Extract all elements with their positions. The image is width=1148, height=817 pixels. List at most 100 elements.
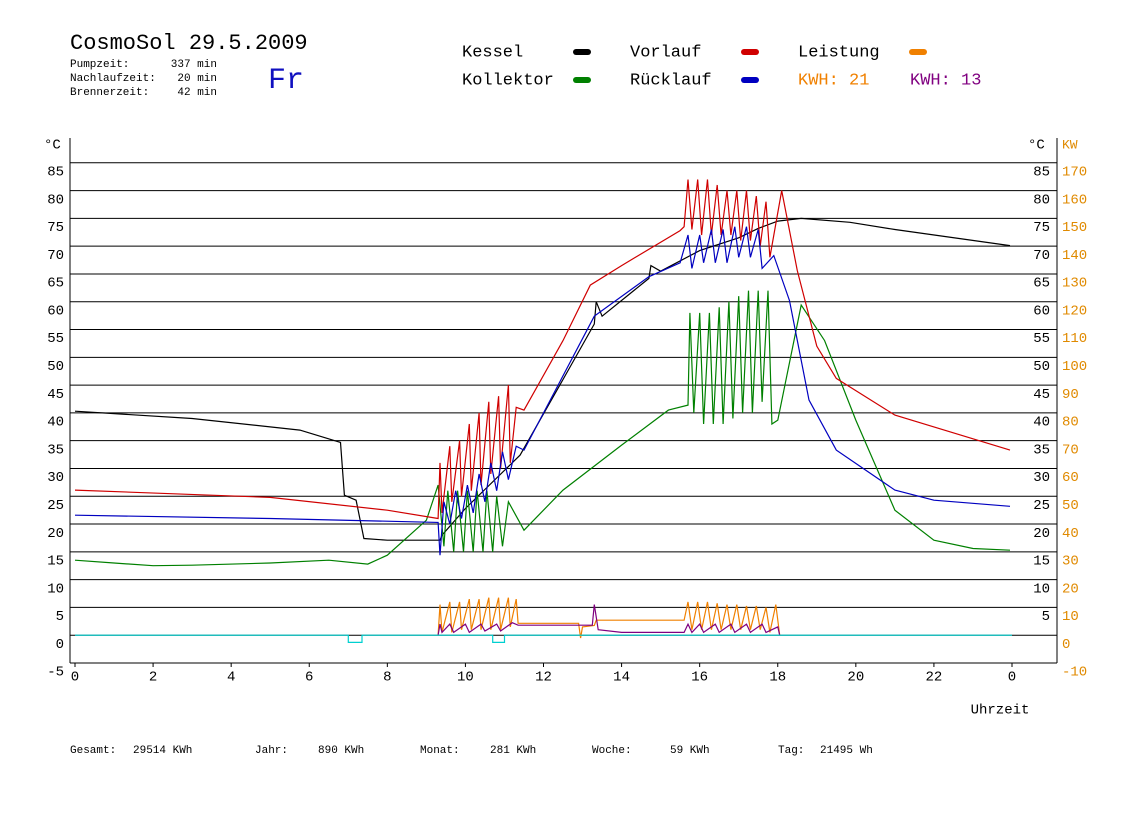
series-line [74,179,1011,520]
weekday: Fr [268,64,304,98]
y-tick-label-right: 75 [1033,220,1050,236]
kwh-label: KWH: 21 [798,71,869,90]
footer-value: 59 KWh [670,745,710,757]
y2-tick-label: 30 [1062,554,1079,570]
y-tick-label: 85 [47,164,64,180]
footer-label: Tag: [778,745,804,757]
y-tick-label-right: 70 [1033,248,1050,264]
y2-tick-label: 90 [1062,387,1079,403]
y-tick-label: 55 [47,331,64,347]
x-tick-label: 2 [149,670,157,686]
y-tick-label-right: 10 [1033,581,1050,597]
y-tick-label-right: 85 [1033,164,1050,180]
y2-tick-label: 100 [1062,359,1087,375]
y2-tick-label: 0 [1062,637,1070,653]
footer-value: 21495 Wh [820,745,873,757]
y2-tick-label: 120 [1062,303,1087,319]
y-tick-label: 45 [47,387,64,403]
y2-tick-label: 170 [1062,164,1087,180]
y-tick-label: 25 [47,498,64,514]
footer-value: 29514 KWh [133,745,192,757]
y2-tick-label: 140 [1062,248,1087,264]
footer-label: Woche: [592,745,632,757]
series-line [74,290,1011,567]
y-tick-label-right: 20 [1033,526,1050,542]
x-tick-label: 20 [847,670,864,686]
y-tick-label: -5 [47,665,64,681]
y-tick-label: 65 [47,276,64,292]
y-tick-label-right: 50 [1033,359,1050,375]
y-tick-label: 5 [56,609,64,625]
footer-value: 281 KWh [490,745,536,757]
y-tick-label: 60 [47,303,64,319]
x-tick-label: 4 [227,670,235,686]
legend-label: Leistung [798,43,880,62]
x-tick-label: 8 [383,670,391,686]
y-tick-label: 70 [47,248,64,264]
x-tick-label: 22 [926,670,943,686]
series-line [75,634,1012,644]
y-tick-label-right: 30 [1033,470,1050,486]
y2-tick-label: 80 [1062,415,1079,431]
series-line [437,597,781,639]
y2-tick-label: 160 [1062,192,1087,208]
x-tick-label: 0 [71,670,79,686]
y-tick-label-right: 35 [1033,442,1050,458]
x-tick-label: 0 [1008,670,1016,686]
y-tick-label: 50 [47,359,64,375]
x-tick-label: 18 [769,670,786,686]
legend-label: Rücklauf [630,71,712,90]
footer-value: 890 KWh [318,745,364,757]
y-tick-label-right: 55 [1033,331,1050,347]
y-tick-label-right: 80 [1033,192,1050,208]
y2-tick-label: 70 [1062,442,1079,458]
y2-tick-label: 150 [1062,220,1087,236]
y2-tick-label: 10 [1062,609,1079,625]
y2-tick-label: 50 [1062,498,1079,514]
stat-value: 337 min [171,59,217,71]
x-tick-label: 12 [535,670,552,686]
stat-value: 20 min [177,73,217,85]
footer-label: Monat: [420,745,460,757]
y-tick-label-right: 45 [1033,387,1050,403]
x-tick-label: 14 [613,670,630,686]
legend-label: Kessel [462,43,523,62]
y2-tick-label: 20 [1062,581,1079,597]
y-tick-label-right: 25 [1033,498,1050,514]
series-line [74,217,1011,541]
y-tick-label-right: 5 [1042,609,1050,625]
y-tick-label: 10 [47,581,64,597]
y2-tick-label: 40 [1062,526,1079,542]
y-tick-label-right: 60 [1033,303,1050,319]
y-tick-label: 40 [47,415,64,431]
x-tick-label: 6 [305,670,313,686]
legend-label: Vorlauf [630,43,701,62]
y-tick-label: 30 [47,470,64,486]
y-tick-label-right: 65 [1033,276,1050,292]
legend-label: Kollektor [462,71,554,90]
y-tick-label: 80 [47,192,64,208]
footer-label: Gesamt: [70,745,116,757]
y2-tick-label: 110 [1062,331,1087,347]
y2-tick-label: 60 [1062,470,1079,486]
x-tick-label: 16 [691,670,708,686]
y-tick-label: 20 [47,526,64,542]
stat-value: 42 min [177,87,217,99]
y-axis-label-right: °C [1028,138,1045,154]
y2-axis-label: KW [1062,137,1078,152]
stat-label: Pumpzeit: [70,59,129,71]
y2-tick-label: -10 [1062,665,1087,681]
y-tick-label-right: 15 [1033,554,1050,570]
stat-label: Nachlaufzeit: [70,73,156,85]
x-axis-label: Uhrzeit [971,703,1030,719]
y-axis-label: °C [44,138,61,154]
title: CosmoSol 29.5.2009 [70,31,308,56]
y-tick-label: 35 [47,442,64,458]
y-tick-label: 75 [47,220,64,236]
series-line [437,604,781,636]
y-tick-label-right: 40 [1033,415,1050,431]
series-line [74,226,1011,556]
